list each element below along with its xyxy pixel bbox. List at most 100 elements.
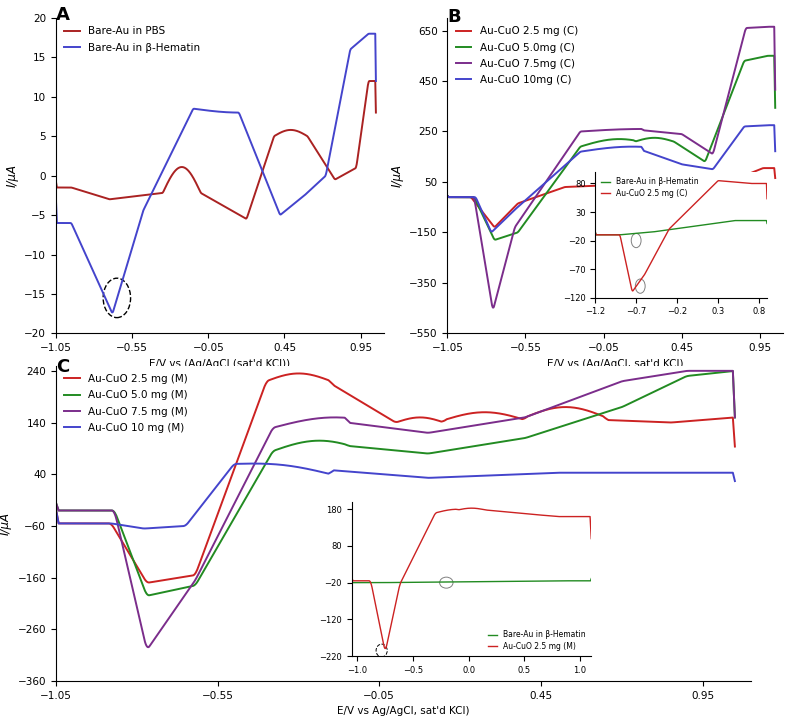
Bare-Au in β-Hematin	[348, 579, 357, 587]
Au-CuO 10mg (C)	[668, 157, 678, 166]
Bare-Au in β-Hematin	[635, 229, 645, 237]
Au-CuO 7.5mg (C)	[705, 148, 714, 156]
Legend: Bare-Au in β-Hematin, Au-CuO 2.5 mg (C): Bare-Au in β-Hematin, Au-CuO 2.5 mg (C)	[599, 176, 700, 199]
Au-CuO 10 mg (M)	[582, 468, 591, 477]
Bare-Au in β-Hematin	[51, 195, 61, 204]
Bare-Au in β-Hematin	[706, 219, 715, 228]
Bare-Au in β-Hematin	[527, 576, 537, 585]
Au-CuO 2.5 mg (C)	[692, 197, 702, 206]
Au-CuO 2.5 mg (M)	[582, 406, 591, 414]
Au-CuO 2.5 mg (M)	[51, 505, 61, 513]
Au-CuO 10mg (C)	[487, 227, 496, 236]
Bare-Au in β-Hematin	[692, 222, 702, 230]
Au-CuO 7.5mg (C)	[764, 22, 773, 31]
Au-CuO 2.5 mg (M)	[507, 508, 517, 517]
Y-axis label: I/μA: I/μA	[6, 164, 18, 187]
Line: Au-CuO 7.5mg (C): Au-CuO 7.5mg (C)	[447, 27, 775, 308]
Au-CuO 2.5 mg (C)	[770, 174, 780, 182]
Au-CuO 7.5mg (C)	[587, 126, 597, 135]
Au-CuO 10mg (C)	[764, 121, 773, 130]
Legend: Au-CuO 2.5 mg (C), Au-CuO 5.0mg (C), Au-CuO 7.5mg (C), Au-CuO 10mg (C): Au-CuO 2.5 mg (C), Au-CuO 5.0mg (C), Au-…	[453, 23, 581, 88]
Au-CuO 2.5 mg (C)	[443, 191, 452, 200]
Line: Au-CuO 2.5 mg (M): Au-CuO 2.5 mg (M)	[352, 508, 591, 649]
Au-CuO 5.0 mg (M)	[121, 535, 130, 543]
X-axis label: E/V vs (Ag/AgCl, sat'd KCl): E/V vs (Ag/AgCl, sat'd KCl)	[547, 358, 683, 369]
Legend: Bare-Au in β-Hematin, Au-CuO 2.5 mg (M): Bare-Au in β-Hematin, Au-CuO 2.5 mg (M)	[487, 629, 587, 652]
Au-CuO 2.5 mg (C)	[759, 163, 769, 172]
Au-CuO 10 mg (M)	[140, 524, 149, 533]
Au-CuO 2.5 mg (M)	[594, 410, 604, 419]
Bare-Au in β-Hematin	[669, 225, 678, 234]
Au-CuO 2.5 mg (M)	[347, 574, 356, 582]
Line: Au-CuO 2.5 mg (C): Au-CuO 2.5 mg (C)	[447, 168, 775, 227]
Bare-Au in PBS	[364, 77, 374, 85]
Au-CuO 7.5 mg (M)	[594, 386, 603, 394]
Au-CuO 2.5 mg (C)	[705, 177, 714, 186]
Au-CuO 2.5 mg (M)	[519, 414, 528, 423]
Au-CuO 2.5 mg (M)	[121, 543, 130, 551]
Au-CuO 2.5 mg (M)	[352, 394, 361, 403]
Line: Au-CuO 7.5 mg (M): Au-CuO 7.5 mg (M)	[56, 371, 735, 647]
Au-CuO 10 mg (M)	[249, 460, 259, 468]
X-axis label: E/V vs (Ag/AgCl (sat'd KCl)): E/V vs (Ag/AgCl (sat'd KCl))	[149, 358, 290, 369]
Bare-Au in β-Hematin	[307, 184, 316, 193]
Au-CuO 2.5 mg (M)	[455, 505, 465, 513]
Au-CuO 2.5 mg (C)	[762, 194, 772, 203]
Au-CuO 10 mg (M)	[730, 477, 740, 485]
Bare-Au in β-Hematin	[762, 219, 772, 228]
Au-CuO 7.5 mg (M)	[581, 390, 590, 399]
Line: Bare-Au in β-Hematin: Bare-Au in β-Hematin	[595, 221, 767, 235]
Au-CuO 5.0mg (C)	[764, 52, 773, 60]
Au-CuO 5.0mg (C)	[668, 137, 678, 146]
Au-CuO 7.5 mg (M)	[327, 413, 336, 422]
Text: A: A	[56, 6, 70, 24]
Line: Bare-Au in PBS: Bare-Au in PBS	[56, 81, 376, 219]
Bare-Au in PBS	[192, 181, 201, 189]
Bare-Au in β-Hematin	[730, 217, 740, 225]
Bare-Au in β-Hematin	[621, 230, 630, 239]
Bare-Au in PBS	[84, 189, 93, 197]
Line: Au-CuO 5.0 mg (M): Au-CuO 5.0 mg (M)	[56, 371, 735, 595]
X-axis label: E/V vs Ag/AgCl, sat'd KCl): E/V vs Ag/AgCl, sat'd KCl)	[337, 706, 470, 716]
Bare-Au in PBS	[307, 138, 316, 147]
Au-CuO 5.0mg (C)	[587, 139, 597, 148]
Au-CuO 2.5 mg (M)	[730, 442, 740, 451]
Au-CuO 7.5 mg (M)	[685, 366, 694, 375]
Au-CuO 7.5mg (C)	[698, 143, 708, 152]
Bare-Au in β-Hematin	[390, 578, 400, 587]
Bare-Au in β-Hematin	[193, 105, 202, 113]
Au-CuO 2.5 mg (C)	[476, 206, 486, 214]
Au-CuO 7.5mg (C)	[575, 128, 585, 136]
Au-CuO 2.5 mg (C)	[721, 177, 730, 186]
Au-CuO 10 mg (M)	[121, 521, 130, 530]
Bare-Au in β-Hematin	[108, 308, 117, 317]
Au-CuO 7.5 mg (M)	[51, 498, 61, 507]
Au-CuO 5.0mg (C)	[575, 143, 585, 151]
Line: Au-CuO 5.0mg (C): Au-CuO 5.0mg (C)	[447, 56, 775, 239]
Au-CuO 10 mg (M)	[519, 470, 528, 478]
Au-CuO 7.5 mg (M)	[121, 553, 130, 561]
Au-CuO 5.0 mg (M)	[327, 437, 336, 446]
Bare-Au in β-Hematin	[488, 577, 498, 586]
Bare-Au in PBS	[181, 163, 190, 172]
Au-CuO 2.5 mg (C)	[575, 182, 585, 191]
Au-CuO 2.5 mg (C)	[635, 277, 645, 285]
Au-CuO 10mg (C)	[476, 204, 486, 213]
Text: B: B	[447, 8, 461, 26]
Au-CuO 2.5 mg (C)	[587, 181, 597, 190]
Text: C: C	[56, 358, 70, 376]
Bare-Au in β-Hematin	[301, 190, 311, 199]
Au-CuO 10 mg (M)	[352, 468, 361, 477]
Au-CuO 7.5mg (C)	[476, 234, 486, 242]
Bare-Au in β-Hematin	[84, 257, 93, 265]
Au-CuO 2.5 mg (M)	[294, 369, 304, 378]
Au-CuO 2.5 mg (C)	[669, 221, 678, 229]
Line: Au-CuO 10mg (C): Au-CuO 10mg (C)	[447, 125, 775, 232]
Au-CuO 10mg (C)	[575, 148, 585, 156]
Au-CuO 10 mg (M)	[594, 468, 604, 477]
Au-CuO 10mg (C)	[698, 163, 708, 172]
Y-axis label: I/μA: I/μA	[391, 164, 403, 187]
Au-CuO 2.5 mg (C)	[706, 184, 715, 193]
Au-CuO 2.5 mg (M)	[489, 506, 499, 515]
Au-CuO 2.5 mg (M)	[145, 578, 154, 587]
